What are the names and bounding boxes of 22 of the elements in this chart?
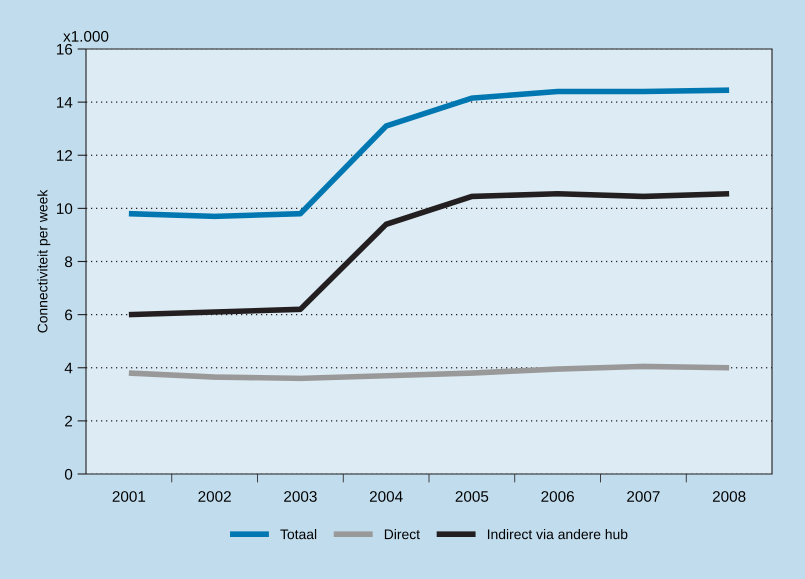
y-tick-label: 16 bbox=[56, 44, 72, 55]
text: x1.000 bbox=[63, 30, 108, 42]
y-tick-label: 4 bbox=[64, 362, 72, 374]
legend-label: Direct bbox=[384, 529, 420, 540]
y-tick-label: 0 bbox=[64, 468, 72, 480]
x-tick-label: 2005 bbox=[456, 491, 488, 502]
y-tick-label: 6 bbox=[65, 309, 72, 320]
x-tick-label: 2008 bbox=[712, 491, 746, 502]
x-tick-label: 2002 bbox=[198, 491, 231, 502]
y-tick-label: 14 bbox=[56, 97, 72, 108]
x-tick-label: 2006 bbox=[541, 491, 574, 502]
y-tick-label: 8 bbox=[64, 256, 72, 268]
y-tick-label: 12 bbox=[56, 150, 72, 161]
y-tick-label: 2 bbox=[65, 416, 72, 426]
x-tick-label: 2003 bbox=[284, 491, 317, 502]
y-axis-title: Connectiviteit per week bbox=[37, 190, 50, 333]
legend-label: Indirect via andere hub bbox=[488, 529, 628, 540]
x-tick-label: 2004 bbox=[370, 491, 403, 502]
legend-label: Totaal bbox=[280, 529, 316, 540]
y-tick-label: 10 bbox=[56, 203, 72, 214]
x-tick-label: 2001 bbox=[112, 491, 146, 502]
x-tick-label: 2007 bbox=[627, 491, 660, 502]
